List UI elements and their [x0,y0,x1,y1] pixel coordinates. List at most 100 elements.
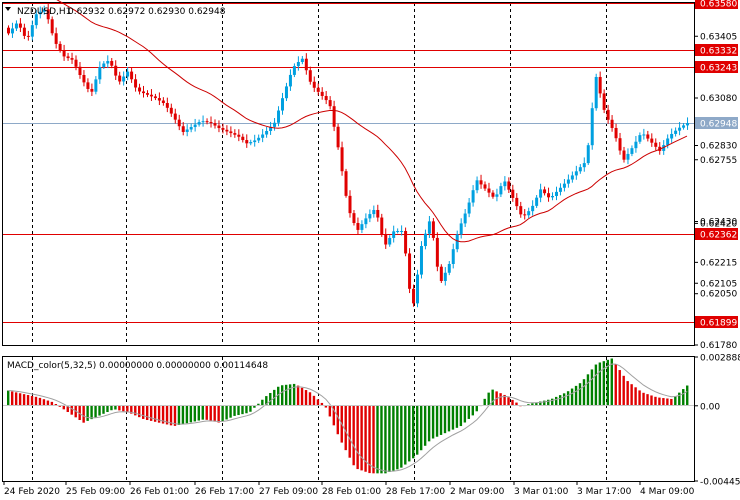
time-tick-label: 3 Mar 01:00 [514,487,569,497]
candle-body [491,192,495,197]
macd-bar [26,395,30,406]
macd-axis: 0.0028885 0.00 -0.0044533 [694,354,740,488]
macd-bar [98,405,101,416]
macd-signal-line [8,363,688,472]
macd-bar [38,397,42,406]
macd-bar [78,405,81,421]
candle-body [674,130,678,134]
candle-body [372,209,376,215]
candle-body [269,126,273,131]
price-level-label-box [695,44,738,56]
macd-bar [531,403,534,406]
candle-body [38,11,42,15]
candle-body [265,130,269,135]
main-chart-frame[interactable] [2,2,695,346]
candle-body [34,14,38,26]
candle-body [352,213,356,223]
candle-body [324,95,328,101]
macd-bar [586,374,590,406]
candle-body [535,197,539,206]
price-axis: 0.63405 0.63080 0.62755 0.62430 0.62105 0.617… [694,0,738,351]
candle-body [606,109,610,120]
macd-bar [161,405,165,424]
macd-bar [642,392,645,406]
candle-body [189,127,193,130]
macd-bar [145,405,149,421]
time-axis: 24 Feb 2020 25 Feb 09:00 26 Feb 01:00 26 Fe… [3,481,695,497]
macd-bar [554,396,558,406]
candle-body [551,195,555,198]
macd-bar [292,383,296,406]
candle-body [42,9,46,12]
candle-body [447,264,451,273]
macd-bar [14,392,18,406]
candle-body [586,145,590,164]
time-tick-label: 25 Feb 09:00 [66,487,125,497]
candle-body [320,91,324,96]
symbol-dropdown-icon[interactable] [5,7,11,11]
macd-bar [241,405,244,415]
candle-body [396,231,400,232]
price-tick-label: 0.62755 [700,156,737,166]
candle-body [261,134,265,138]
time-tick-label: 28 Feb 01:00 [322,487,381,497]
candle-body [570,175,574,180]
candle-body [245,140,249,144]
candle-body [427,221,431,234]
macd-bar [130,405,133,414]
macd-bar [447,405,451,432]
candle-body [284,86,288,99]
macd-tick-label: -0.0044533 [700,478,740,488]
candle-body [26,35,30,37]
candle-body [638,135,642,142]
macd-bar [126,405,129,413]
time-tick-label: 26 Feb 17:00 [195,487,254,497]
macd-bar [570,388,574,406]
macd-bar [658,397,661,406]
macd-bar [666,398,669,406]
macd-bar [499,393,502,406]
candle-body [277,110,281,123]
price-tick-label: 0.62420 [700,219,737,229]
macd-bar [320,402,324,406]
price-tick-label: 0.62215 [700,258,737,268]
macd-bar [483,398,486,406]
time-tick-label: 28 Feb 17:00 [386,487,445,497]
candle-body [650,138,654,143]
candle-body [296,61,300,67]
candle-body [185,129,189,132]
candle-body [138,87,142,92]
macd-bar [439,405,443,435]
price-level-label: 0.62362 [700,231,737,241]
macd-bar [507,397,510,406]
macd-bar [427,405,431,442]
candle-body [197,122,201,125]
candle-body [169,107,173,114]
candle-body [292,66,296,75]
macd-bar [300,387,304,406]
macd-bar [491,389,494,406]
candle-body [213,123,217,126]
candle-body [543,189,547,194]
candle-body [193,124,197,128]
macd-bar [352,405,355,466]
macd-bar [82,405,85,423]
candle-body [678,127,682,131]
macd-bar [257,403,260,406]
price-tick-label: 0.62830 [700,142,737,152]
macd-bar [539,401,542,406]
candle-body [455,234,459,250]
macd-bar [165,405,169,425]
macd-bar [66,405,69,413]
price-level-label-box [695,0,738,9]
macd-bar [435,405,439,437]
macd-bar [606,359,610,406]
candle-body [360,224,364,230]
candle-body [451,249,455,264]
candle-body [554,191,558,196]
time-tick-label: 24 Feb 2020 [4,487,60,497]
macd-bar [62,405,65,410]
price-level-lines[interactable] [3,3,694,323]
candle-body [280,98,284,111]
